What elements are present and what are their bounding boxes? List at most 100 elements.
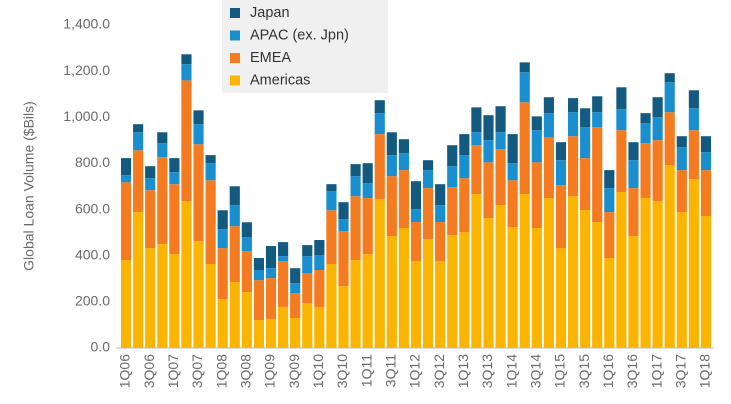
legend-label: EMEA bbox=[250, 50, 291, 66]
bar-segment bbox=[664, 73, 675, 83]
bar-segment bbox=[314, 306, 325, 348]
bar-segment bbox=[278, 256, 289, 262]
bar-segment bbox=[435, 222, 446, 262]
x-tick-label: 3Q08 bbox=[238, 354, 254, 388]
bar-segment bbox=[471, 145, 482, 195]
x-tick-label: 3Q15 bbox=[576, 354, 592, 388]
bar-segment bbox=[350, 196, 361, 261]
x-tick-label: 1Q11 bbox=[358, 354, 374, 387]
bar-segment bbox=[205, 264, 216, 348]
bar-segment bbox=[507, 163, 518, 181]
bar-segment bbox=[217, 248, 228, 300]
bar-segment bbox=[628, 142, 639, 161]
bar-segment bbox=[507, 227, 518, 348]
bar-segment bbox=[640, 143, 651, 199]
bar-segment bbox=[120, 158, 132, 176]
bar-segment bbox=[374, 100, 385, 114]
legend-swatch bbox=[230, 8, 240, 18]
bar-segment bbox=[567, 98, 579, 113]
bar-segment bbox=[447, 235, 458, 348]
bar-segment bbox=[483, 218, 494, 348]
bar-segment bbox=[616, 87, 627, 110]
x-tick-label: 1Q10 bbox=[310, 354, 326, 388]
bar-segment bbox=[507, 134, 518, 164]
bar-segment bbox=[616, 130, 627, 193]
bar-segment bbox=[386, 155, 397, 177]
y-tick-label: 1,400.0 bbox=[63, 16, 110, 32]
bar-segment bbox=[423, 239, 434, 348]
bar-segment bbox=[278, 306, 289, 348]
x-tick-label: 1Q18 bbox=[697, 354, 713, 388]
bar-segment bbox=[628, 160, 639, 189]
bar-segment bbox=[652, 97, 663, 118]
bar-segment bbox=[265, 318, 277, 348]
y-tick-label: 800.0 bbox=[75, 154, 110, 170]
bar-segment bbox=[169, 254, 180, 348]
x-tick-label: 3Q10 bbox=[334, 354, 350, 388]
bar-segment bbox=[181, 64, 192, 81]
bar-segment bbox=[459, 134, 470, 156]
bar-segment bbox=[120, 260, 132, 348]
bar-segment bbox=[700, 170, 712, 217]
bar-segment bbox=[241, 251, 252, 293]
bar-segment bbox=[652, 140, 663, 202]
bar-segment bbox=[459, 232, 470, 348]
bar-segment bbox=[350, 176, 361, 197]
x-tick-label: 1Q07 bbox=[165, 354, 181, 388]
bar-segment bbox=[459, 178, 470, 233]
bar-segment bbox=[362, 163, 373, 184]
bar-segment bbox=[169, 158, 180, 173]
x-tick-label: 1Q16 bbox=[600, 354, 616, 388]
bar-segment bbox=[326, 184, 337, 192]
x-tick-label: 3Q06 bbox=[141, 354, 157, 388]
legend-label: Japan bbox=[250, 5, 290, 21]
y-tick-label: 0.0 bbox=[91, 339, 111, 355]
bar-segment bbox=[664, 165, 675, 348]
bar-segment bbox=[362, 254, 373, 348]
bar-segment bbox=[543, 198, 554, 348]
bar-segment bbox=[314, 270, 325, 307]
bar-segment bbox=[302, 303, 313, 348]
bar-segment bbox=[229, 186, 240, 206]
bar-segment bbox=[604, 188, 615, 213]
legend-swatch bbox=[230, 53, 240, 63]
bar-segment bbox=[580, 158, 591, 211]
bar-segment bbox=[398, 153, 409, 171]
bar-segment bbox=[410, 222, 422, 262]
bar-segment bbox=[326, 191, 337, 211]
bar-segment bbox=[193, 110, 204, 125]
bar-segment bbox=[193, 241, 204, 348]
bar-segment bbox=[398, 139, 409, 154]
bar-segment bbox=[181, 80, 192, 202]
x-tick-label: 1Q09 bbox=[262, 354, 278, 388]
bar-segment bbox=[664, 112, 675, 166]
bar-segment bbox=[628, 236, 639, 348]
bar-segment bbox=[362, 183, 373, 199]
y-tick-label: 1,200.0 bbox=[63, 62, 110, 78]
bar-segment bbox=[616, 109, 627, 131]
bar-segment bbox=[133, 124, 144, 133]
bar-segment bbox=[447, 145, 458, 167]
bar-segment bbox=[265, 246, 277, 269]
bar-segment bbox=[302, 245, 313, 257]
bar-segment bbox=[314, 240, 325, 256]
bar-segment bbox=[253, 320, 265, 348]
bar-segment bbox=[133, 150, 144, 213]
bar-segment bbox=[241, 222, 252, 238]
bar-segment bbox=[290, 283, 301, 294]
bar-segment bbox=[447, 187, 458, 236]
bar-segment bbox=[253, 258, 265, 271]
bar-segment bbox=[592, 222, 603, 348]
legend-swatch bbox=[230, 30, 240, 41]
bar-segment bbox=[640, 123, 651, 144]
bar-segment bbox=[628, 188, 639, 237]
bar-segment bbox=[567, 112, 579, 137]
bar-segment bbox=[495, 106, 506, 133]
bar-segment bbox=[592, 112, 603, 128]
bar-segment bbox=[229, 282, 240, 348]
bar-segment bbox=[120, 182, 132, 261]
bar-segment bbox=[435, 261, 446, 348]
bar-segment bbox=[217, 210, 228, 230]
bar-segment bbox=[350, 164, 361, 177]
